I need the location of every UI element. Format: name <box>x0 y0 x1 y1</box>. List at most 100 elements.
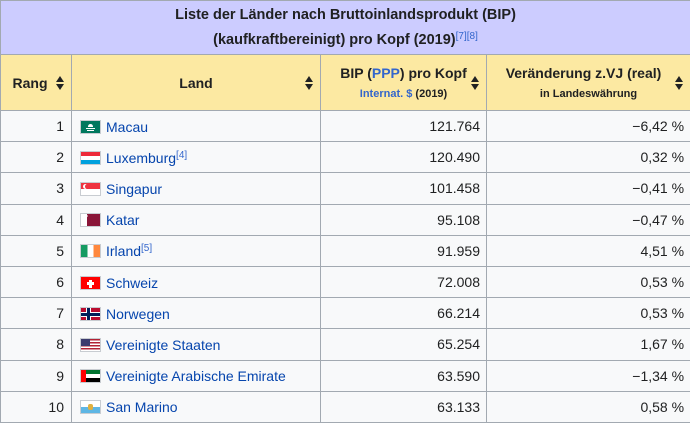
country-link-uae[interactable]: Vereinigte Arabische Emirate <box>106 368 286 384</box>
rank-cell: 1 <box>0 109 72 143</box>
change-cell: −0,41 % <box>485 172 690 205</box>
rank-cell: 4 <box>0 203 72 236</box>
country-link-luxembourg[interactable]: Luxemburg[4] <box>106 150 187 166</box>
change-cell: −6,42 % <box>485 109 690 143</box>
header-gdp-unit-rest: (2019) <box>412 88 448 100</box>
internat-dollar-link[interactable]: Internat. $ <box>359 88 413 100</box>
table-caption: Liste der Länder nach Bruttoinlandsprodu… <box>0 0 690 55</box>
country-ref[interactable]: [5] <box>141 243 153 255</box>
table-row: 10 San Marino 63.133 0,58 % <box>0 390 690 423</box>
usa-flag-icon <box>80 338 101 353</box>
country-name[interactable]: Norwegen <box>106 305 170 322</box>
change-cell: −1,34 % <box>485 359 690 392</box>
country-name[interactable]: Vereinigte Staaten <box>106 337 221 354</box>
rank-cell: 10 <box>0 390 72 423</box>
gdp-cell: 101.458 <box>320 172 487 205</box>
country-cell: Vereinigte Arabische Emirate <box>71 359 321 392</box>
country-cell: Singapur <box>71 172 321 205</box>
rank-cell: 7 <box>0 297 72 330</box>
table-row: 9 Vereinigte Arabische Emirate 63.590 −1… <box>0 359 690 392</box>
table-row: 4 Katar 95.108 −0,47 % <box>0 203 690 236</box>
country-cell: Luxemburg[4] <box>71 141 321 174</box>
rank-cell: 2 <box>0 141 72 174</box>
luxembourg-flag-icon <box>80 150 101 165</box>
caption-refs[interactable]: [7][8] <box>455 30 478 42</box>
change-cell: −0,47 % <box>485 203 690 236</box>
change-cell: 0,53 % <box>485 297 690 330</box>
qatar-flag-icon <box>80 213 101 228</box>
header-change[interactable]: Veränderung z.VJ (real) in Landeswährung <box>485 54 690 111</box>
rank-cell: 6 <box>0 265 72 299</box>
country-name[interactable]: Vereinigte Arabische Emirate <box>106 368 286 385</box>
country-name[interactable]: Macau <box>106 118 149 135</box>
country-cell: Katar <box>71 203 321 236</box>
country-cell: Macau <box>71 109 321 143</box>
country-link-ireland[interactable]: Irland[5] <box>106 243 152 259</box>
sort-rank-icon[interactable] <box>55 75 65 91</box>
country-link-macau[interactable]: Macau <box>106 119 148 135</box>
ppp-link[interactable]: PPP <box>371 65 400 81</box>
country-cell: San Marino <box>71 390 321 423</box>
header-gdp-pre: BIP ( <box>340 65 372 81</box>
gdp-cell: 63.590 <box>320 359 487 392</box>
country-link-singapore[interactable]: Singapur <box>106 181 162 197</box>
table-row: 1 Macau 121.764 −6,42 % <box>0 109 690 143</box>
table-row: 3 Singapur 101.458 −0,41 % <box>0 172 690 205</box>
table-row: 6 Schweiz 72.008 0,53 % <box>0 265 690 299</box>
table-row: 8 Vereinigte Staaten 65.254 1,67 % <box>0 328 690 361</box>
sort-country-icon[interactable] <box>304 75 314 91</box>
country-name[interactable]: Katar <box>106 212 140 229</box>
header-country[interactable]: Land <box>71 54 321 111</box>
uae-flag-icon <box>80 369 101 384</box>
ireland-flag-icon <box>80 244 101 259</box>
norway-flag-icon <box>80 306 101 321</box>
change-cell: 4,51 % <box>485 234 690 267</box>
country-name[interactable]: Irland <box>106 243 142 260</box>
change-cell: 0,53 % <box>485 265 690 299</box>
sort-change-icon[interactable] <box>674 75 684 91</box>
rank-cell: 9 <box>0 359 72 392</box>
country-link-norway[interactable]: Norwegen <box>106 306 170 322</box>
change-cell: 0,58 % <box>485 390 690 423</box>
change-cell: 1,67 % <box>485 328 690 361</box>
gdp-cell: 65.254 <box>320 328 487 361</box>
header-change-sub: in Landeswährung <box>539 88 638 100</box>
san-marino-flag-icon <box>80 400 101 415</box>
header-change-label: Veränderung z.VJ (real) <box>505 65 662 81</box>
header-gdp[interactable]: BIP (PPP) pro Kopf Internat. $ (2019) <box>320 54 487 111</box>
table-row: 5 Irland[5] 91.959 4,51 % <box>0 234 690 267</box>
caption-line-1: Liste der Länder nach Bruttoinlandsprodu… <box>175 6 516 23</box>
header-rank[interactable]: Rang <box>0 54 72 111</box>
change-cell: 0,32 % <box>485 141 690 174</box>
country-cell: Schweiz <box>71 265 321 299</box>
country-cell: Vereinigte Staaten <box>71 328 321 361</box>
header-gdp-post: ) pro Kopf <box>399 65 467 81</box>
country-ref[interactable]: [4] <box>176 149 188 161</box>
country-link-san-marino[interactable]: San Marino <box>106 399 178 415</box>
header-rank-label: Rang <box>12 74 48 91</box>
gdp-cell: 121.764 <box>320 109 487 143</box>
country-name[interactable]: Schweiz <box>106 274 159 291</box>
sort-gdp-icon[interactable] <box>470 75 480 91</box>
gdp-cell: 72.008 <box>320 265 487 299</box>
gdp-cell: 66.214 <box>320 297 487 330</box>
table-row: 7 Norwegen 66.214 0,53 % <box>0 297 690 330</box>
country-name[interactable]: San Marino <box>106 399 178 416</box>
rank-cell: 5 <box>0 234 72 267</box>
gdp-cell: 120.490 <box>320 141 487 174</box>
gdp-cell: 95.108 <box>320 203 487 236</box>
country-link-usa[interactable]: Vereinigte Staaten <box>106 337 220 353</box>
country-link-switzerland[interactable]: Schweiz <box>106 275 158 291</box>
singapore-flag-icon <box>80 182 101 197</box>
table-row: 2 Luxemburg[4] 120.490 0,32 % <box>0 141 690 174</box>
gdp-cell: 91.959 <box>320 234 487 267</box>
country-link-qatar[interactable]: Katar <box>106 212 139 228</box>
rank-cell: 8 <box>0 328 72 361</box>
country-name[interactable]: Luxemburg <box>106 149 177 166</box>
country-cell: Irland[5] <box>71 234 321 267</box>
macau-flag-icon <box>80 119 101 134</box>
caption-line-2: (kaufkraftbereinigt) pro Kopf (2019) <box>213 31 456 48</box>
country-name[interactable]: Singapur <box>106 181 163 198</box>
